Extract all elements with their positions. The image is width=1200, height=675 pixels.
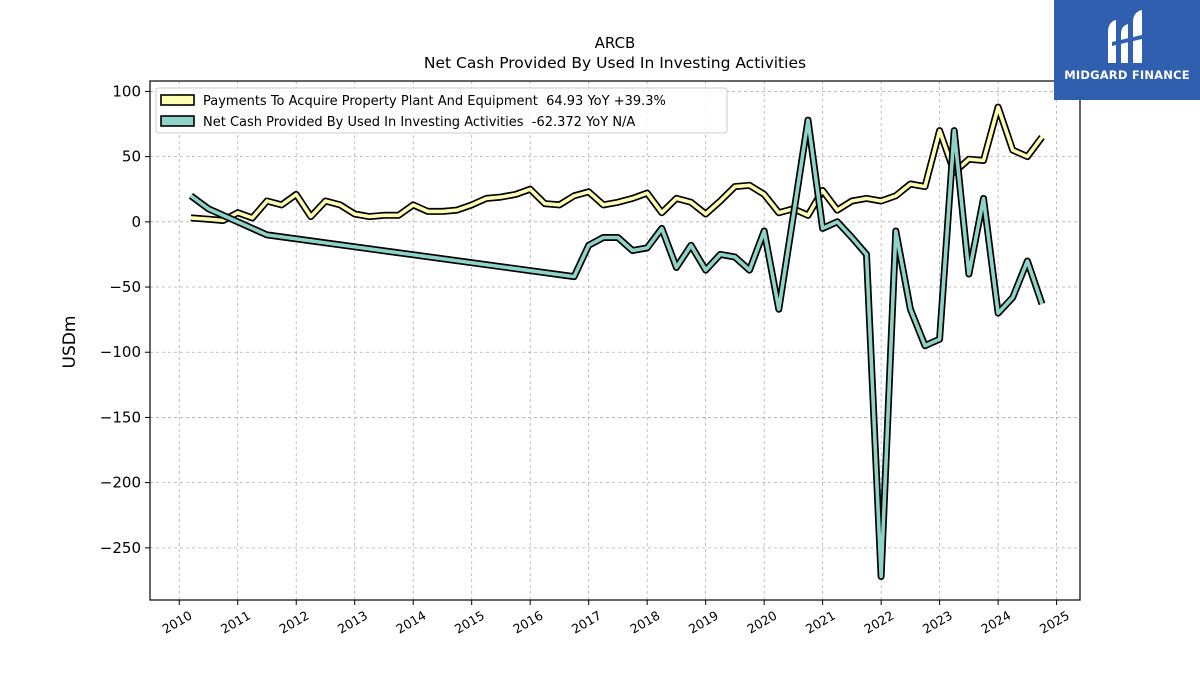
x-tick-label: 2014 — [393, 608, 428, 637]
x-tick-label: 2017 — [569, 608, 604, 637]
x-tick-label: 2013 — [335, 608, 370, 637]
y-tick-label: −200 — [100, 474, 141, 492]
midgard-finance-logo: MIDGARD FINANCE — [1054, 0, 1200, 100]
plot-frame — [149, 80, 1081, 601]
x-tick-label: 2024 — [978, 608, 1013, 637]
logo-mark-icon — [1108, 10, 1146, 63]
chart-subtitle: Net Cash Provided By Used In Investing A… — [424, 54, 806, 72]
y-tick-label: −50 — [109, 278, 141, 296]
series-1 — [190, 103, 1045, 224]
x-tick-label: 2020 — [744, 608, 779, 637]
y-axis-label: USDm — [60, 316, 80, 369]
x-tick-label: 2015 — [452, 608, 487, 637]
series-1-line — [190, 105, 1044, 223]
y-tick-label: 50 — [122, 148, 141, 166]
axes: 100 50 0 −50 −100 −150 −200 −250 2010 2011 2012 201… — [100, 82, 1072, 636]
series-2 — [188, 116, 1046, 580]
series-layer — [188, 103, 1046, 580]
logo-text: MIDGARD FINANCE — [1064, 68, 1190, 82]
x-tick-label: 2021 — [803, 608, 838, 637]
legend-entry: Payments To Acquire Property Plant And E… — [203, 94, 666, 109]
legend-entry: Net Cash Provided By Used In Investing A… — [203, 115, 635, 130]
x-tick-label: 2023 — [920, 608, 955, 637]
y-tick-label: 0 — [131, 213, 141, 231]
x-tick-label: 2022 — [861, 608, 896, 637]
y-tick-label: 100 — [112, 82, 141, 100]
x-tick-label: 2012 — [276, 608, 311, 637]
grid — [150, 81, 1080, 600]
x-tick-label: 2018 — [627, 608, 662, 637]
y-tick-label: −250 — [100, 539, 141, 557]
y-tick-label: −150 — [100, 408, 141, 426]
legend-swatch — [160, 94, 195, 106]
legend-box — [155, 87, 728, 134]
series-2-outline — [188, 116, 1046, 580]
legend: Payments To Acquire Property Plant And E… — [155, 87, 728, 134]
x-tick-label: 2011 — [218, 608, 253, 637]
chart-title: ARCB — [595, 34, 636, 52]
x-tick-label: 2025 — [1037, 608, 1072, 637]
x-tick-label: 2010 — [159, 608, 194, 637]
x-tick-label: 2019 — [686, 608, 721, 637]
series-2-line — [189, 118, 1044, 579]
legend-swatch — [160, 115, 195, 127]
x-tick-label: 2016 — [510, 608, 545, 637]
y-tick-label: −100 — [100, 343, 141, 361]
